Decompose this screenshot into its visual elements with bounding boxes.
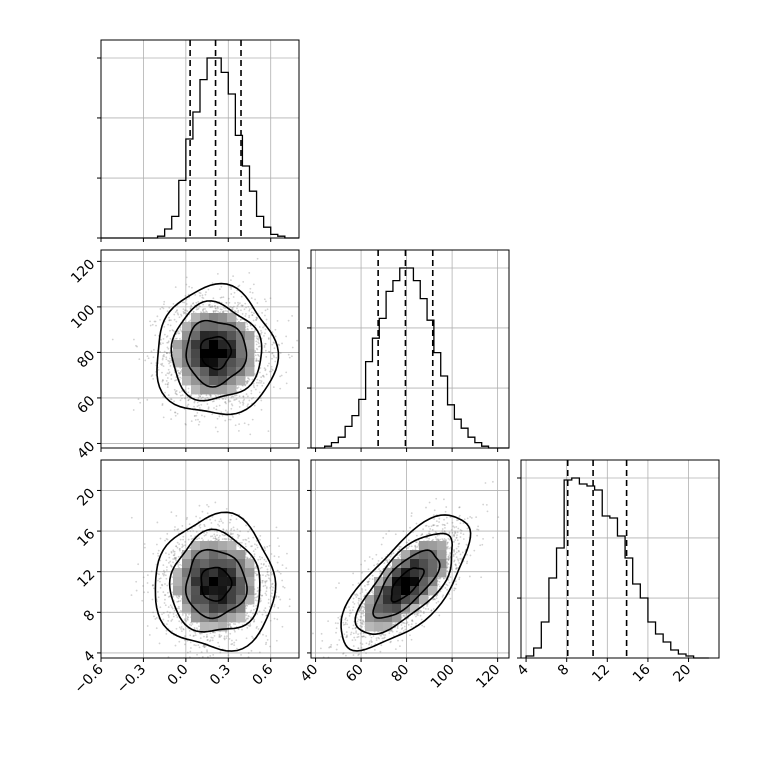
- contour: [354, 532, 454, 635]
- scatter-panel-0-2: [101, 460, 299, 658]
- contour: [154, 511, 277, 652]
- x-tick-label: 0.3: [207, 662, 234, 689]
- histogram-step: [525, 477, 709, 659]
- contour-lines: [156, 282, 280, 416]
- x-tick-label: 60: [343, 662, 367, 686]
- contour: [184, 548, 248, 620]
- histogram-frame: [100, 39, 300, 239]
- x-tick-label: 8: [555, 662, 573, 680]
- contour: [372, 549, 441, 619]
- contour-lines: [340, 514, 472, 652]
- x-tick-label: 16: [630, 661, 654, 685]
- contour-lines: [154, 511, 277, 652]
- panel-content: [101, 250, 299, 448]
- panel-content: [311, 460, 509, 658]
- x-tick-label: 80: [388, 662, 412, 686]
- y-tick-label: 40: [74, 438, 98, 462]
- x-tick-label: 12: [589, 662, 613, 686]
- x-tick-label: 40: [297, 662, 321, 686]
- x-tick-label: −0.3: [114, 662, 149, 697]
- x-tick-label: 20: [670, 662, 694, 686]
- x-tick-label: −0.6: [71, 661, 106, 696]
- x-tick-label: 100: [428, 662, 458, 692]
- y-tick-label: 100: [68, 302, 98, 332]
- scatter-panel-0-1: [101, 250, 299, 448]
- y-tick-label: 8: [81, 607, 99, 625]
- y-tick-label: 16: [74, 526, 98, 550]
- contour: [199, 335, 233, 371]
- contour: [168, 528, 261, 633]
- scatter-frame: [100, 459, 300, 659]
- y-tick-label: 20: [74, 486, 98, 510]
- contour: [170, 300, 263, 402]
- scatter-frame: [310, 459, 510, 659]
- contour: [200, 566, 233, 602]
- y-tick-label: 120: [68, 256, 98, 286]
- histogram-step: [101, 57, 299, 239]
- histogram-panel-2: [521, 460, 719, 659]
- histogram-frame: [520, 459, 720, 659]
- x-tick-label: 4: [514, 661, 532, 679]
- x-tick-label: 0.0: [165, 662, 192, 689]
- contour: [156, 282, 280, 416]
- histogram-panel-1: [311, 250, 509, 449]
- histogram-step: [311, 267, 509, 449]
- density-cells: [173, 313, 255, 395]
- y-tick-label: 80: [74, 347, 98, 371]
- x-tick-label: 0.6: [249, 661, 276, 688]
- contour: [185, 319, 248, 388]
- x-tick-label: 120: [473, 662, 503, 692]
- histogram-frame: [310, 249, 510, 449]
- scatter-frame: [100, 249, 300, 449]
- contour: [390, 567, 425, 603]
- panel-content: [101, 460, 299, 658]
- y-tick-label: 12: [74, 567, 98, 591]
- scatter-panel-1-2: [311, 460, 509, 658]
- y-tick-label: 60: [74, 393, 98, 417]
- contour: [340, 514, 472, 652]
- histogram-panel-0: [101, 40, 299, 239]
